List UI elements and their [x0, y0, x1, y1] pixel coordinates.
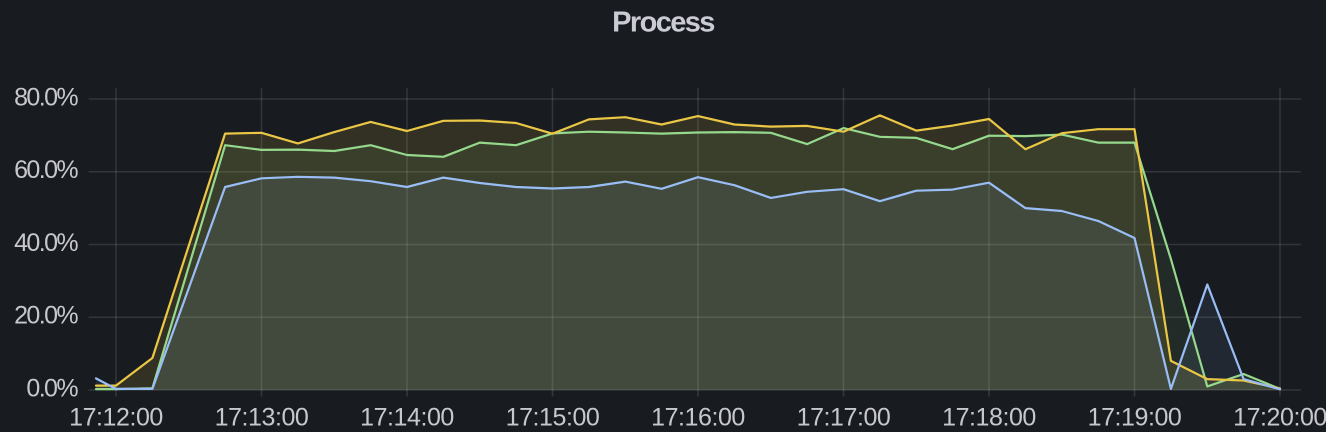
svg-text:17:20:00: 17:20:00: [1233, 404, 1326, 432]
svg-text:40.0%: 40.0%: [14, 229, 78, 257]
svg-text:Process: Process: [612, 7, 714, 39]
svg-text:17:18:00: 17:18:00: [942, 404, 1036, 432]
svg-text:17:13:00: 17:13:00: [215, 404, 309, 432]
svg-text:0.0%: 0.0%: [26, 374, 78, 402]
svg-text:60.0%: 60.0%: [14, 156, 78, 184]
svg-text:17:15:00: 17:15:00: [506, 404, 600, 432]
svg-text:17:12:00: 17:12:00: [69, 404, 163, 432]
svg-text:20.0%: 20.0%: [14, 302, 78, 330]
svg-text:17:14:00: 17:14:00: [360, 404, 454, 432]
svg-text:17:16:00: 17:16:00: [651, 404, 745, 432]
svg-text:17:17:00: 17:17:00: [797, 404, 891, 432]
svg-text:80.0%: 80.0%: [14, 83, 78, 111]
svg-text:17:19:00: 17:19:00: [1088, 404, 1182, 432]
